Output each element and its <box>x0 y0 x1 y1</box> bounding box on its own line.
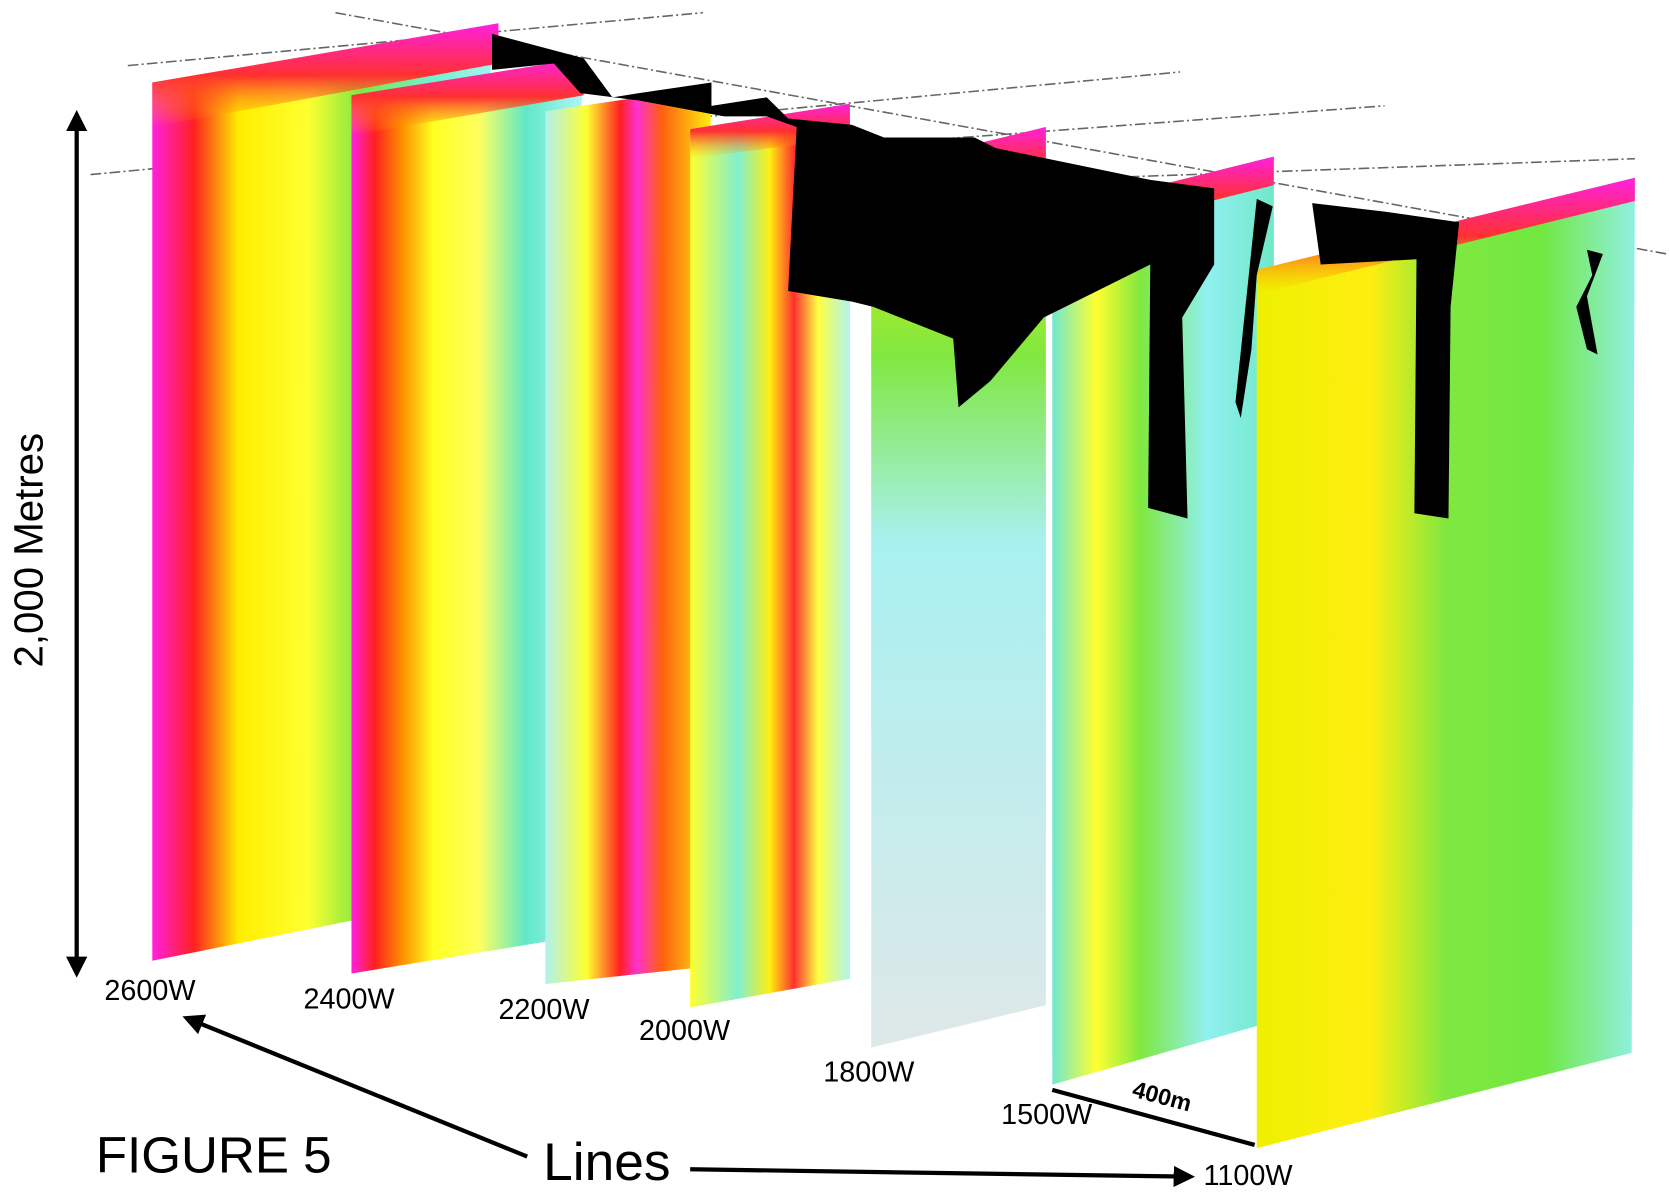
section-panel <box>690 103 850 1008</box>
section-top <box>152 23 499 127</box>
lines-arrow <box>690 1165 1195 1187</box>
figure-title: FIGURE 5 <box>96 1127 332 1184</box>
section-panel <box>1256 177 1635 1149</box>
section-top <box>351 58 584 136</box>
lines-label: Lines <box>543 1133 670 1192</box>
intrusion-shape <box>1576 249 1603 355</box>
sections <box>152 23 1635 1149</box>
section-panel <box>1052 156 1274 1085</box>
intrusion-shape <box>1312 203 1460 519</box>
intrusion-shape <box>492 33 1215 519</box>
scale-label: 2,000 Metres <box>5 433 51 668</box>
section-label: 1100W <box>1204 1160 1293 1192</box>
intrusion-shape <box>1235 198 1273 418</box>
section-top <box>690 103 850 159</box>
spacing-label: 400m <box>1130 1076 1195 1116</box>
section-label: 2600W <box>104 975 195 1007</box>
spacing-line <box>1051 1087 1256 1147</box>
lines-arrow <box>182 1014 529 1159</box>
intrusions <box>492 33 1603 519</box>
section-panel <box>351 58 584 974</box>
section-label: 2200W <box>498 994 589 1026</box>
section-label: 2000W <box>639 1015 730 1047</box>
section-panel <box>545 86 712 985</box>
section-label: 2400W <box>304 983 395 1015</box>
section-label: 1800W <box>823 1057 914 1089</box>
section-label: 1500W <box>1001 1099 1092 1131</box>
